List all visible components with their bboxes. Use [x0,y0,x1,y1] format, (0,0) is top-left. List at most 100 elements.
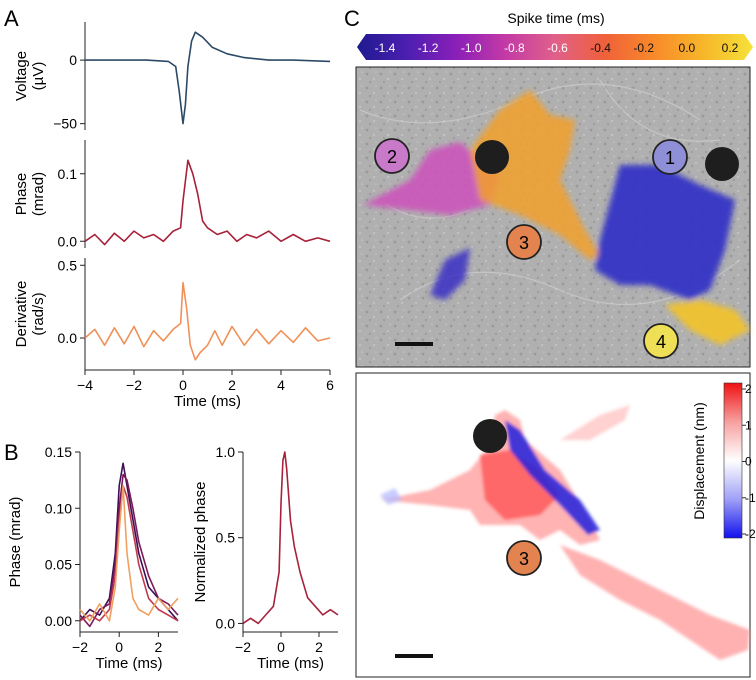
y-tick-label: 0.1 [58,166,78,182]
cell-marker-3-lower-label: 3 [519,549,529,569]
y-axis-label: Derivative(rad/s) [13,281,47,348]
cell-marker-3-label: 3 [519,233,529,253]
cell-marker-4-circle [643,323,679,359]
cell-marker-2-circle [374,138,410,174]
chart-phase: 0.1 0.0 Phase(mrad) [13,140,331,249]
y-axis-label-line: Derivative [13,281,30,348]
micrograph-panel: 1 2 3 4 [355,66,751,368]
displacement-tick-label: 2 [745,382,752,396]
cell-marker-4-label: 4 [656,332,666,352]
cell-4-region [665,300,750,345]
series-line-1 [79,473,179,628]
spike-time-colorbar: Spike time (ms) -1.4 -1.2 -1.0 -0.8 -0.6 -0.4… [357,10,753,60]
electrode-a [475,140,509,174]
y-tick-label: 0.00 [45,613,72,629]
spike-overlay [363,90,750,345]
y-axis-label: Normalized phase [192,482,209,603]
y-axis-label-line: (µV) [30,62,47,91]
spike-time-tick-label: -0.6 [547,41,568,55]
cell-marker-3: 3 [506,224,542,260]
spike-time-tick-label: -0.4 [590,41,611,55]
chart-voltage: 0 −50 Voltage(µV) [13,22,331,132]
x-tick-label: 2 [228,377,236,393]
x-tick-label: −2 [72,639,88,655]
x-tick-label: −2 [126,377,142,393]
x-tick-label: 0 [179,377,187,393]
displacement-title: Displacement (nm) [691,402,707,519]
y-tick-label: 0.0 [216,615,236,631]
panel-label-a: A [4,6,19,31]
cell-3-region [470,90,600,260]
spike-time-title: Spike time (ms) [507,10,604,26]
displacement-strong-red-zone [480,450,560,520]
displacement-panel: 3 2 1 0 -1 -2 Displacement (nm) [355,372,756,678]
cell-marker-3-circle [506,224,542,260]
displacement-bar [723,382,743,539]
displacement-tick-label: 1 [745,418,752,432]
y-tick-label: 0.05 [45,557,72,573]
cell-marker-1: 1 [652,139,688,175]
x-tick-label: 6 [326,377,334,393]
spike-time-tick-label: -1.2 [418,41,439,55]
series-line-0 [84,281,331,361]
displacement-tick-label: 0 [745,455,752,469]
displacement-branch [560,405,630,440]
x-tick-label: 2 [315,639,323,655]
x-axis-label: Time (ms) [257,655,324,672]
y-tick-label: 0 [69,52,77,68]
spike-time-tick-label: 0.2 [722,41,739,55]
cell-1-region [595,165,735,300]
x-tick-label: 4 [277,377,285,393]
scale-bar-top [395,342,433,346]
y-tick-label: 0.0 [58,330,78,346]
y-tick-label: 0.10 [45,500,72,516]
spike-time-tick-label: -1.4 [375,41,396,55]
axon-region [430,248,470,300]
panel-label-c: C [344,6,360,31]
y-axis-label-line: Phase [13,173,30,216]
x-tick-label: −2 [235,639,251,655]
cell-marker-2-label: 2 [387,147,397,167]
cell-marker-3-lower: 3 [506,540,542,576]
displacement-faint-blue [380,488,402,505]
y-tick-label: 0.5 [58,257,78,273]
chart-derivative: 0.5 0.0 −4 −2 0 2 4 6 Time (ms) Derivative(rad/s) [13,257,334,410]
y-axis-label-line: Voltage [13,51,30,101]
cell-marker-4: 4 [643,323,679,359]
displacement-colorbar: 2 1 0 -1 -2 Displacement (nm) [691,382,756,541]
y-axis-label: Phase (mrad) [7,497,24,588]
displacement-overlay [380,405,750,660]
series-line-0 [242,451,339,625]
spike-time-tick-label: -0.8 [504,41,525,55]
displacement-tick-label: -1 [745,491,756,505]
spike-time-ticks: -1.4 -1.2 -1.0 -0.8 -0.6 -0.4 -0.2 0.0 0.2 [375,41,739,55]
spike-time-tick-label: -1.0 [461,41,482,55]
series-line-0 [85,31,331,125]
electrode-c [473,419,507,453]
y-tick-label: 0.5 [216,530,236,546]
displacement-tail [560,545,750,660]
spike-time-tick-label: 0.0 [679,41,696,55]
series-line-3 [79,484,179,622]
displacement-blue-zone [505,420,600,535]
cell-marker-3-lower-circle [506,540,542,576]
y-axis-label: Phase(mrad) [13,172,47,216]
spike-time-tick-label: -0.2 [633,41,654,55]
x-axis-label: Time (ms) [174,393,241,410]
series-line-2 [79,484,179,622]
x-axis-label: Time (ms) [96,655,163,672]
electrode-b [705,147,739,181]
y-axis-label: Voltage(µV) [13,51,47,101]
x-tick-label: −4 [77,377,93,393]
cell-marker-1-circle [652,139,688,175]
y-axis-label-line: (rad/s) [30,292,47,335]
cell-marker-1-label: 1 [665,148,675,168]
y-tick-label: 0.0 [58,233,78,249]
y-tick-label: 0.15 [45,444,72,460]
y-tick-label: −50 [53,116,77,132]
x-tick-label: 2 [155,639,163,655]
y-tick-label: 1.0 [216,444,236,460]
